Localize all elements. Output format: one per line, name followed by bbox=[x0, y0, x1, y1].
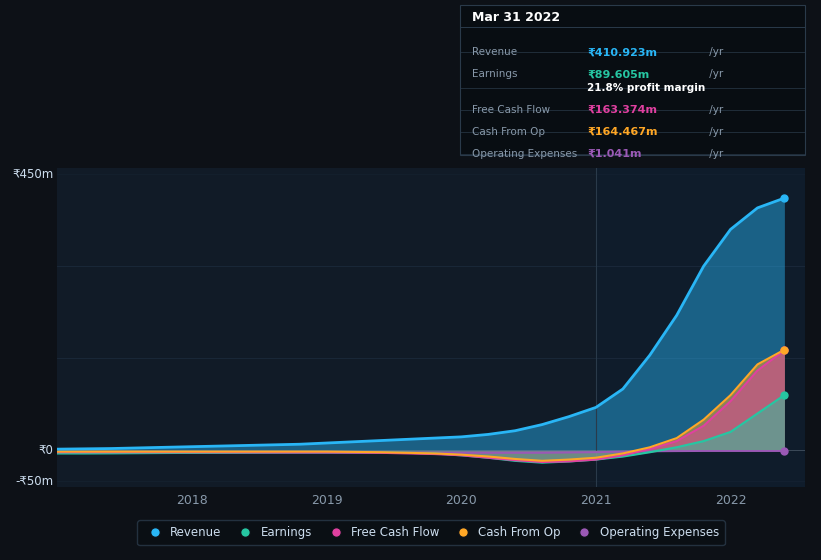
Text: ₹164.467m: ₹164.467m bbox=[587, 127, 658, 137]
Text: ₹89.605m: ₹89.605m bbox=[587, 69, 649, 80]
Text: Revenue: Revenue bbox=[472, 47, 517, 57]
Text: ₹163.374m: ₹163.374m bbox=[587, 105, 658, 115]
Text: Mar 31 2022: Mar 31 2022 bbox=[472, 11, 561, 24]
Text: Operating Expenses: Operating Expenses bbox=[472, 149, 577, 159]
Text: ₹410.923m: ₹410.923m bbox=[587, 47, 658, 57]
Text: Free Cash Flow: Free Cash Flow bbox=[472, 105, 550, 115]
Text: /yr: /yr bbox=[706, 47, 723, 57]
Bar bbox=[596, 168, 805, 487]
Text: /yr: /yr bbox=[706, 105, 723, 115]
Legend: Revenue, Earnings, Free Cash Flow, Cash From Op, Operating Expenses: Revenue, Earnings, Free Cash Flow, Cash … bbox=[137, 520, 725, 545]
Text: /yr: /yr bbox=[706, 127, 723, 137]
Text: ₹1.041m: ₹1.041m bbox=[587, 149, 642, 159]
Text: -₹50m: -₹50m bbox=[16, 474, 53, 488]
Text: Earnings: Earnings bbox=[472, 69, 518, 80]
Text: ₹0: ₹0 bbox=[39, 444, 53, 457]
Text: 21.8% profit margin: 21.8% profit margin bbox=[587, 82, 705, 92]
Text: /yr: /yr bbox=[706, 69, 723, 80]
Text: /yr: /yr bbox=[706, 149, 723, 159]
Text: ₹450m: ₹450m bbox=[12, 167, 53, 181]
Text: Cash From Op: Cash From Op bbox=[472, 127, 545, 137]
